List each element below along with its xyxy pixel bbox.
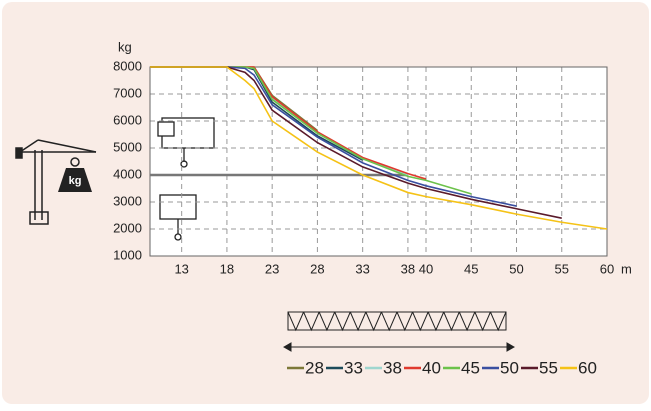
y-tick-label: 8000	[113, 58, 142, 73]
series-line	[150, 66, 517, 207]
x-tick-label: 23	[265, 261, 279, 276]
y-axis-label: kg	[118, 39, 132, 54]
y-tick-label: 7000	[113, 85, 142, 100]
legend-label: 28	[305, 358, 324, 377]
y-tick-label: 5000	[113, 139, 142, 154]
x-tick-label: 38	[401, 261, 415, 276]
series-line	[150, 66, 608, 230]
x-tick-label: 40	[419, 261, 433, 276]
x-axis-unit: m	[621, 261, 632, 276]
plot-frame	[149, 66, 608, 257]
y-tick-label: 6000	[113, 112, 142, 127]
y-tick-label: 1000	[113, 247, 142, 262]
legend-label: 60	[578, 358, 597, 377]
x-tick-label: 45	[464, 261, 478, 276]
x-tick-label: 13	[174, 261, 188, 276]
y-tick-label: 2000	[113, 220, 142, 235]
y-tick-label: 3000	[113, 193, 142, 208]
x-tick-label: 28	[310, 261, 324, 276]
y-tick-label: 4000	[113, 166, 142, 181]
legend-label: 50	[500, 358, 519, 377]
x-tick-label: 33	[355, 261, 369, 276]
legend-label: 55	[539, 358, 558, 377]
weight-icon: kg	[58, 157, 92, 192]
series-line	[150, 66, 562, 219]
legend-label: 33	[344, 358, 363, 377]
crane-icon	[15, 139, 97, 225]
legend-label: 45	[461, 358, 480, 377]
x-tick-label: 55	[555, 261, 569, 276]
x-tick-label: 60	[600, 261, 614, 276]
jib-illustration	[282, 311, 516, 352]
hoist-icon	[157, 117, 215, 241]
x-tick-label: 50	[509, 261, 523, 276]
plot-area	[150, 67, 607, 256]
legend-label: 40	[422, 358, 441, 377]
x-tick-label: 18	[220, 261, 234, 276]
legend: 28 33 38 40 45 50 55 60	[287, 358, 597, 377]
legend-label: 38	[383, 358, 402, 377]
weight-label: kg	[69, 175, 82, 187]
